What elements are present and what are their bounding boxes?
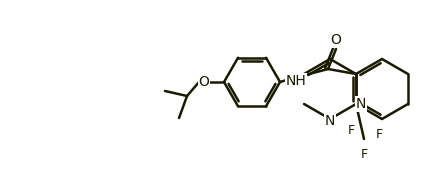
Text: NH: NH: [286, 74, 306, 88]
Text: N: N: [356, 97, 366, 111]
Text: F: F: [360, 148, 368, 160]
Text: F: F: [348, 125, 354, 137]
Text: O: O: [199, 75, 210, 89]
Text: O: O: [331, 33, 342, 47]
Text: N: N: [325, 114, 335, 128]
Text: F: F: [375, 128, 383, 141]
